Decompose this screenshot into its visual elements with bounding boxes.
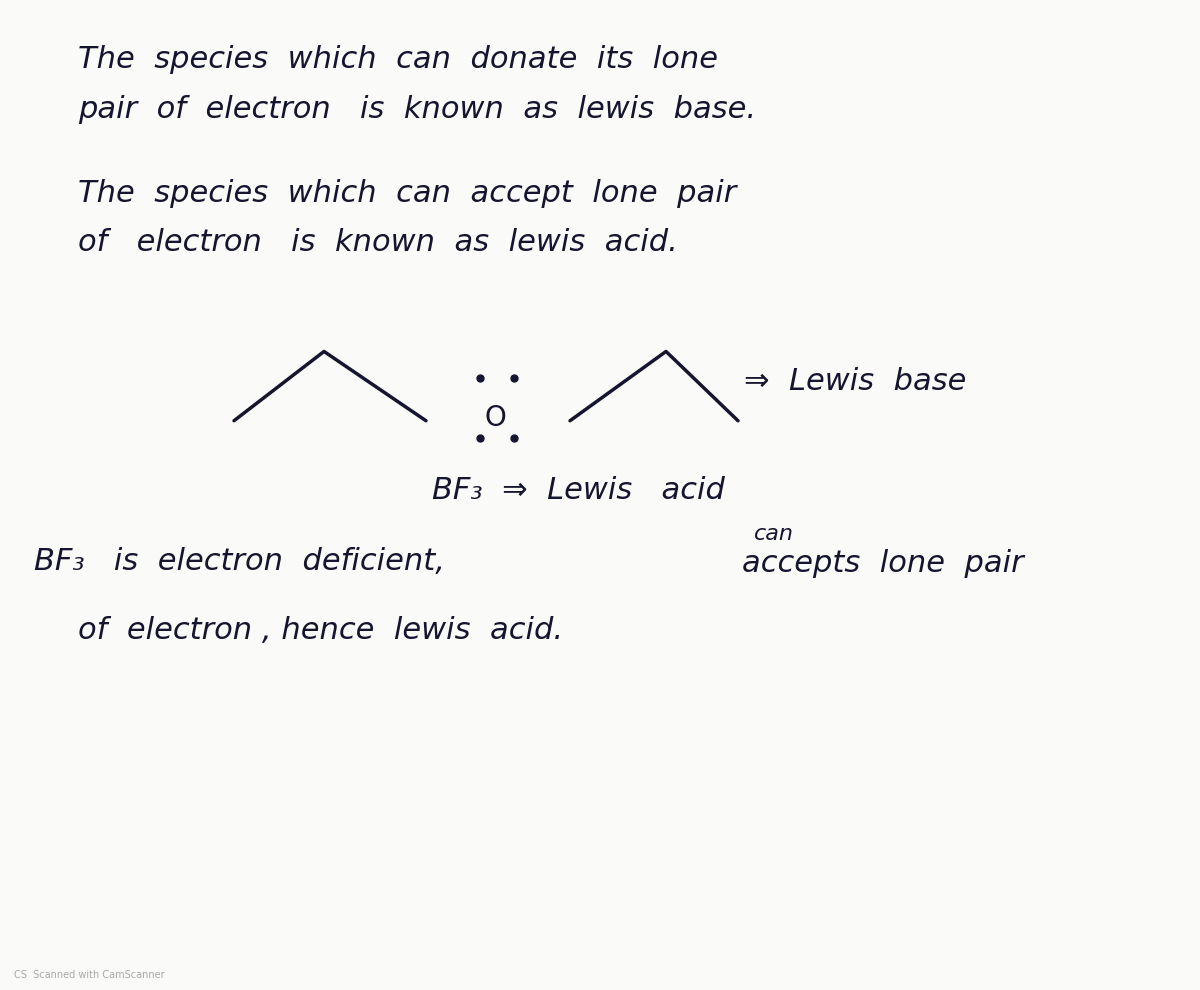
Text: of   electron   is  known  as  lewis  acid.: of electron is known as lewis acid. (78, 229, 678, 257)
Text: pair  of  electron   is  known  as  lewis  base.: pair of electron is known as lewis base. (78, 95, 756, 124)
Text: can: can (754, 525, 793, 545)
Text: accepts  lone  pair: accepts lone pair (742, 549, 1024, 578)
Text: The  species  which  can  donate  its  lone: The species which can donate its lone (78, 46, 718, 74)
Text: The  species  which  can  accept  lone  pair: The species which can accept lone pair (78, 179, 737, 208)
Text: BF₃   is  electron  deficient,: BF₃ is electron deficient, (34, 547, 445, 576)
Text: CS  Scanned with CamScanner: CS Scanned with CamScanner (14, 970, 166, 980)
Text: of  electron , hence  lewis  acid.: of electron , hence lewis acid. (78, 617, 563, 645)
Text: ⇒  Lewis  base: ⇒ Lewis base (744, 367, 966, 396)
Text: O: O (485, 404, 506, 432)
Text: BF₃  ⇒  Lewis   acid: BF₃ ⇒ Lewis acid (432, 476, 725, 505)
